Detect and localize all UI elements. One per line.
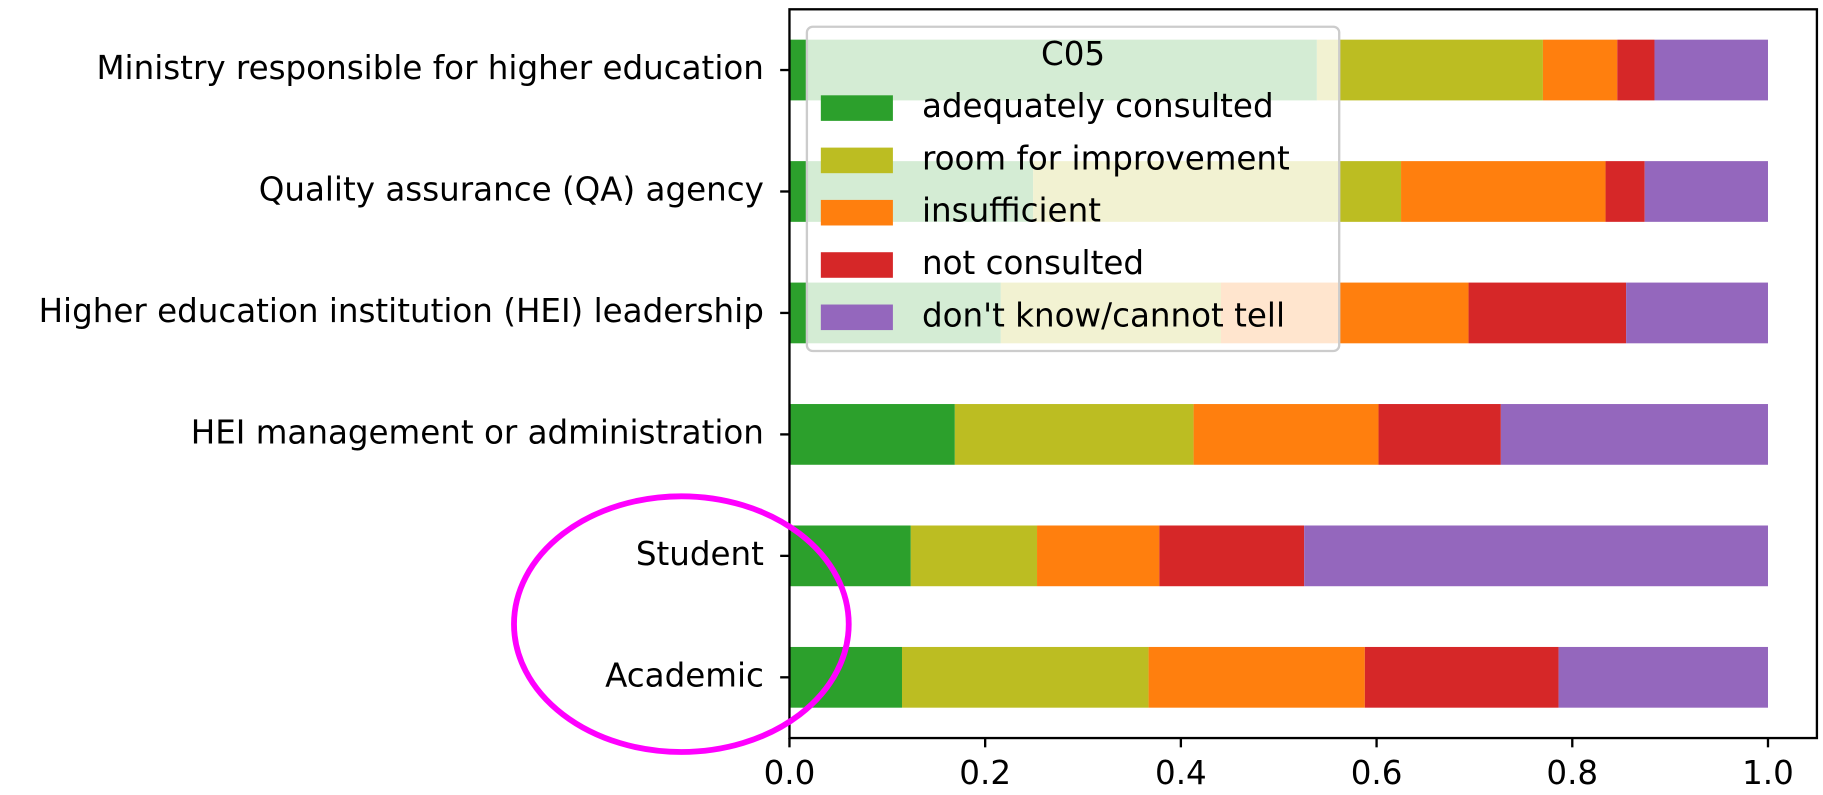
bar-segment: [1654, 39, 1768, 101]
legend-label: don't know/cannot tell: [922, 296, 1285, 334]
bar-segment: [1193, 404, 1379, 465]
bar-segment: [910, 525, 1038, 587]
bar-segment: [1617, 39, 1655, 101]
legend-label: insufficient: [922, 192, 1101, 230]
x-tick-label: 0.8: [1546, 754, 1598, 792]
y-tick-label: Higher education institution (HEI) leade…: [39, 292, 764, 330]
x-tick-label: 0.6: [1351, 754, 1403, 792]
y-tick-label: Quality assurance (QA) agency: [259, 170, 764, 208]
bar-segment: [1468, 282, 1627, 344]
axes: Ministry responsible for higher educatio…: [39, 49, 1794, 792]
legend-swatch: [820, 199, 893, 226]
legend-label: adequately consulted: [922, 87, 1274, 125]
legend-swatch: [820, 95, 893, 121]
bar-segment: [954, 404, 1194, 465]
x-tick-label: 0.2: [959, 754, 1011, 792]
y-tick-label: Ministry responsible for higher educatio…: [96, 49, 763, 87]
bar-segment: [789, 404, 955, 465]
bar-segment: [1159, 525, 1305, 587]
bars: [789, 39, 1768, 708]
bar-segment: [1364, 646, 1559, 708]
bar-segment: [1558, 646, 1768, 708]
legend: C05 adequately consulted room for improvem…: [805, 25, 1341, 353]
bar-segment: [789, 525, 911, 587]
legend-title: C05: [1041, 35, 1105, 73]
bar-segment: [1304, 525, 1768, 587]
bar-segment: [1500, 404, 1768, 465]
legend-box: [805, 25, 1341, 353]
bar-segment: [901, 646, 1149, 708]
bar-segment: [1037, 525, 1160, 587]
bar-segment: [1401, 161, 1606, 222]
legend-label: room for improvement: [922, 139, 1290, 177]
legend-swatch: [820, 252, 893, 278]
y-tick-label: HEI management or administration: [191, 413, 764, 451]
x-tick-label: 0.0: [764, 754, 816, 792]
bar-segment: [1605, 161, 1645, 222]
legend-swatch: [820, 147, 893, 174]
bar-segment: [1644, 161, 1768, 222]
bar-segment: [1378, 404, 1501, 465]
y-tick-label: Student: [636, 535, 764, 573]
bar-segment: [1542, 39, 1618, 101]
legend-swatch: [820, 304, 893, 331]
x-tick-label: 0.4: [1155, 754, 1207, 792]
x-tick-label: 1.0: [1742, 754, 1794, 792]
bar-segment: [1148, 646, 1365, 708]
y-tick-label: Academic: [605, 656, 764, 694]
legend-label: not consulted: [922, 244, 1144, 282]
bar-segment: [1626, 282, 1768, 344]
plot-frame: [788, 8, 1819, 740]
annotation-circle: [511, 493, 852, 755]
bar-segment: [1316, 39, 1543, 101]
